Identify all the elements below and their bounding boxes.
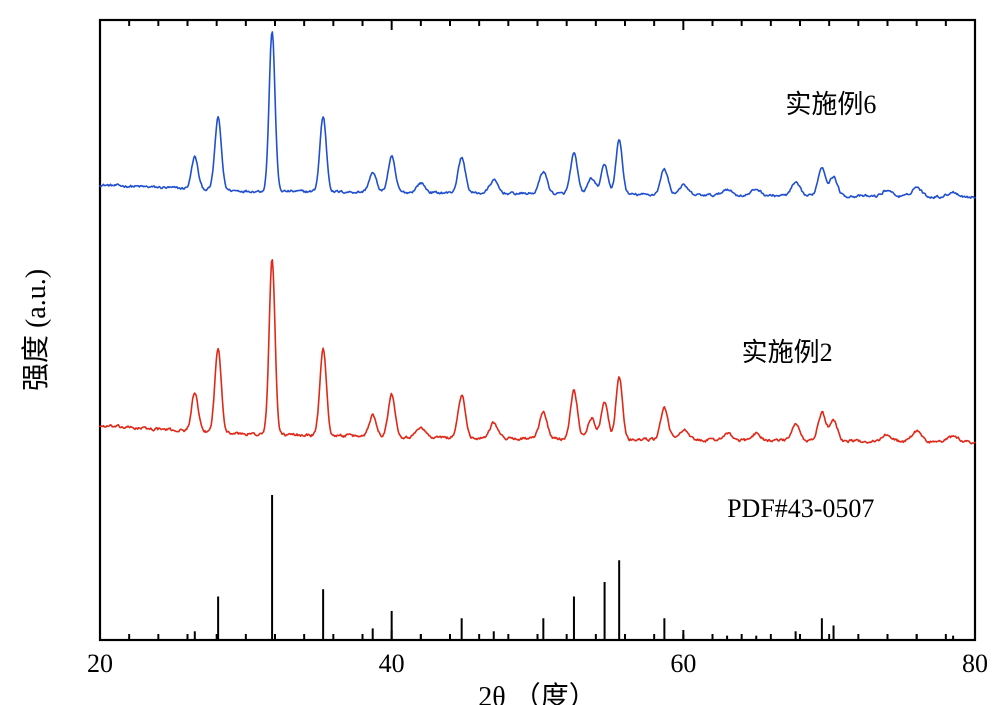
x-tick-label: 80 xyxy=(962,649,988,678)
x-axis-label: 2θ （度） xyxy=(478,681,596,705)
trace-label: 实施例2 xyxy=(742,338,833,367)
x-tick-label: 60 xyxy=(670,649,696,678)
x-tick-label: 40 xyxy=(379,649,405,678)
trace-label: 实施例6 xyxy=(785,90,876,119)
xrd-chart: 20 40 60 80 2θ （度） 强度 (a.u.) 实施例6 实施例2 PDF#43-05… xyxy=(0,0,1000,705)
trace-label: PDF#43-0507 xyxy=(727,494,874,523)
y-axis-label: 强度 (a.u.) xyxy=(20,269,52,391)
x-tick-label: 20 xyxy=(87,649,113,678)
